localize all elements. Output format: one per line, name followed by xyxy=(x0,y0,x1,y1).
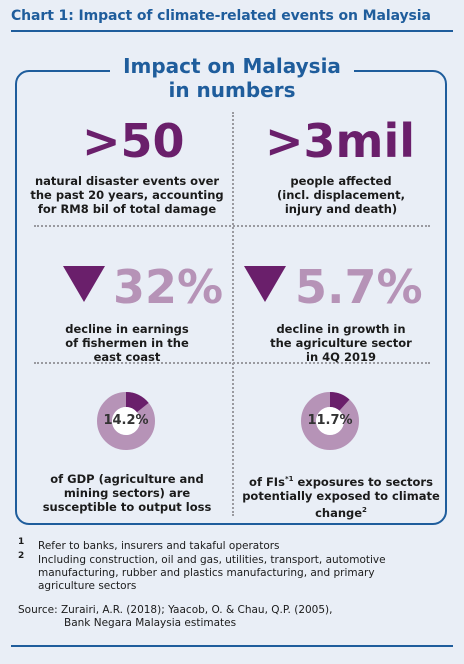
gdp-donut-chart xyxy=(97,392,155,450)
panel-title-line2: in numbers xyxy=(168,78,296,102)
bottom-rule xyxy=(11,645,453,647)
fishermen-value: 32% xyxy=(113,260,224,314)
gdp-text: of GDP (agriculture and mining sectors) … xyxy=(42,472,212,514)
disasters-text: natural disaster events over the past 20… xyxy=(30,174,224,216)
fis-donut-chart xyxy=(301,392,359,450)
panel-title-backdrop xyxy=(110,52,354,106)
footnote-2: Including construction, oil and gas, uti… xyxy=(38,554,386,592)
title-rule xyxy=(11,30,453,32)
panel-title-line1: Impact on Malaysia xyxy=(123,54,341,78)
agriculture-text: decline in growth in the agriculture sec… xyxy=(270,322,412,364)
horizontal-divider-1 xyxy=(34,225,430,227)
gdp-donut-hole xyxy=(112,407,140,435)
footnote-1-marker: 1 xyxy=(18,537,25,547)
agriculture-value: 5.7% xyxy=(295,260,423,314)
vertical-divider xyxy=(232,112,234,516)
gdp-value: 14.2% xyxy=(103,413,149,428)
footnote-2-marker: 2 xyxy=(18,551,25,561)
fishermen-text: decline in earnings of fishermen in the … xyxy=(65,322,189,364)
people-value: >3mil xyxy=(265,114,416,168)
fis-donut-hole xyxy=(316,407,344,435)
fis-text: of FIs*1 exposures to sectors potentiall… xyxy=(242,474,440,520)
people-text: people affected (incl. displacement, inj… xyxy=(277,174,405,216)
horizontal-divider-2 xyxy=(34,362,430,364)
fis-donut-slice xyxy=(301,392,359,450)
source-line-1: Source: Zurairi, A.R. (2018); Yaacob, O.… xyxy=(18,604,333,616)
gdp-donut-slice xyxy=(97,392,155,450)
decline-down-triangle-icon xyxy=(244,266,286,302)
disasters-value: >50 xyxy=(82,114,185,168)
fis-value: 11.7% xyxy=(307,413,353,428)
source-line-2: Bank Negara Malaysia estimates xyxy=(64,617,237,629)
decline-down-triangle-icon xyxy=(63,266,105,302)
chart-title: Chart 1: Impact of climate-related event… xyxy=(11,8,431,24)
footnote-1: Refer to banks, insurers and takaful ope… xyxy=(38,540,280,552)
